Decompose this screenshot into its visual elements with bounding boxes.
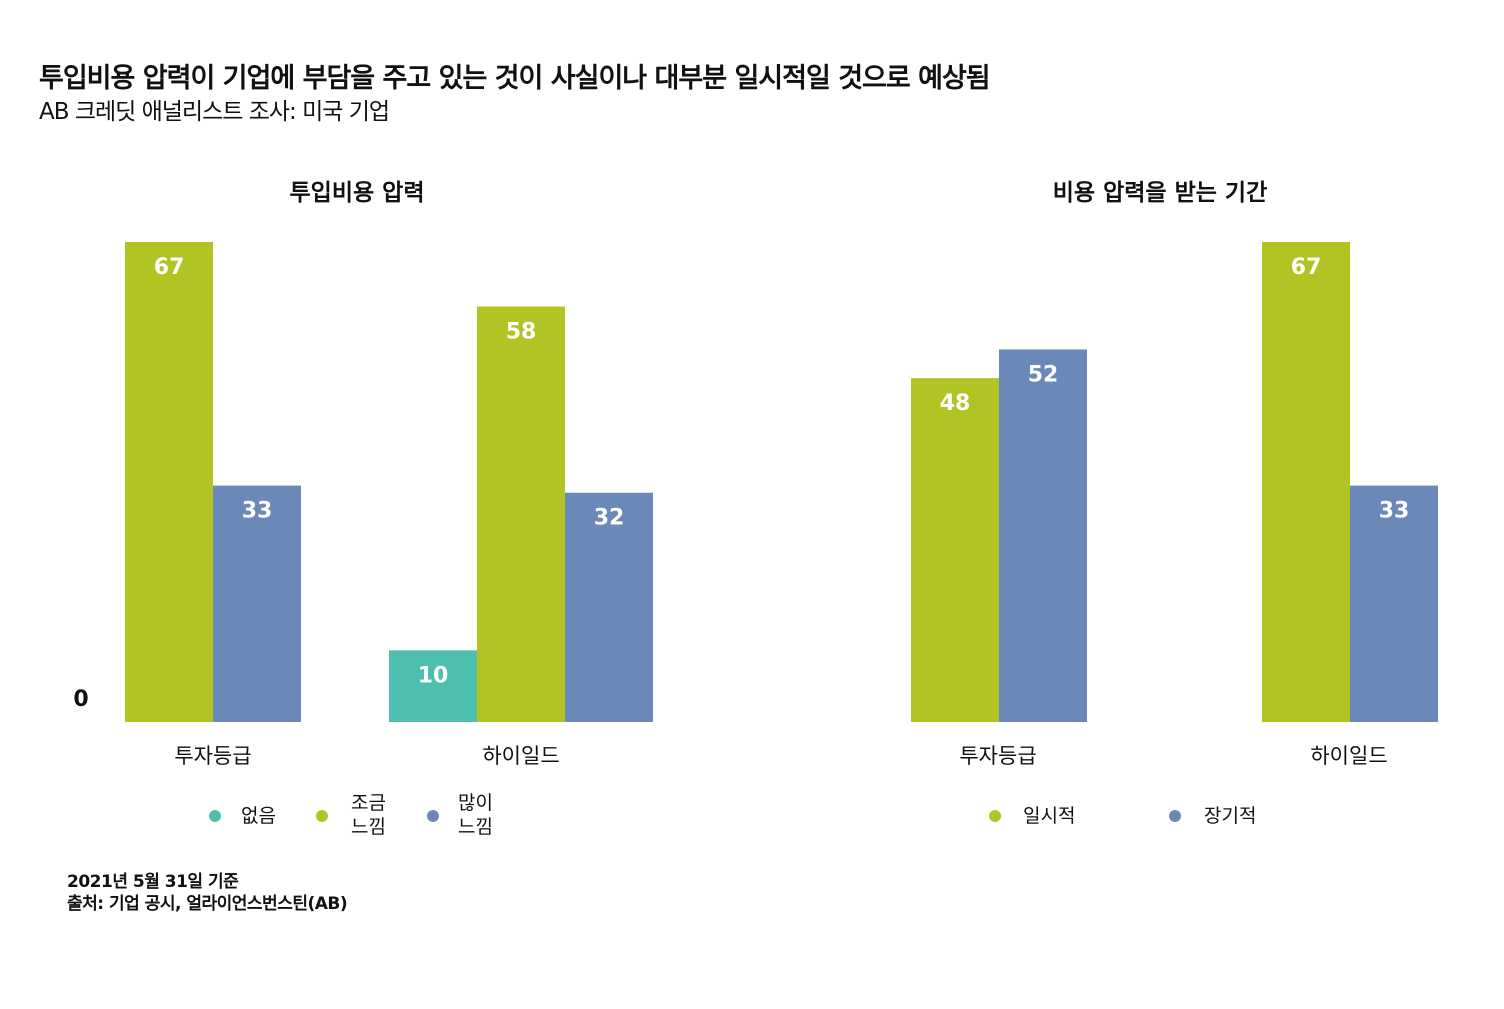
- data-label: 67: [1291, 255, 1322, 280]
- legend-label: 느낌: [351, 816, 386, 838]
- legend-label: 장기적: [1204, 805, 1256, 827]
- legend-dot: [427, 810, 439, 822]
- data-label: 67: [154, 255, 185, 280]
- bar: [1262, 242, 1350, 722]
- data-label: 52: [1028, 362, 1059, 387]
- legend-dot: [989, 810, 1001, 822]
- data-label: 33: [1379, 499, 1410, 524]
- data-label: 0: [73, 687, 88, 712]
- legend-label: 일시적: [1023, 805, 1075, 827]
- legend-dot: [1169, 810, 1181, 822]
- legend-label: 없음: [241, 805, 276, 827]
- bar: [999, 349, 1087, 722]
- footnote-date: 2021년 5월 31일 기준: [67, 872, 239, 892]
- legend-label: 느낌: [458, 816, 493, 838]
- page-subtitle: AB 크레딧 애널리스트 조사: 미국 기업: [39, 99, 390, 125]
- bar: [565, 492, 653, 722]
- legend-label: 많이: [458, 792, 493, 814]
- legend-dot: [209, 810, 221, 822]
- category-label: 투자등급: [959, 744, 1036, 768]
- bar: [125, 242, 213, 722]
- data-label: 48: [940, 391, 971, 416]
- category-label: 하이일드: [1310, 744, 1387, 768]
- legend-dot: [316, 810, 328, 822]
- bar: [911, 378, 999, 722]
- chart-title: 비용 압력을 받는 기간: [1053, 180, 1267, 206]
- data-label: 32: [594, 506, 625, 531]
- page-title: 투입비용 압력이 기업에 부담을 주고 있는 것이 사실이나 대부분 일시적일 …: [39, 63, 991, 94]
- data-label: 10: [418, 663, 449, 688]
- data-label: 33: [242, 499, 273, 524]
- chart-title: 투입비용 압력: [290, 180, 425, 206]
- bar: [389, 650, 477, 722]
- bar: [1350, 485, 1438, 722]
- footnote-source: 출처: 기업 공시, 얼라이언스번스틴(AB): [67, 894, 348, 914]
- category-label: 투자등급: [174, 744, 251, 768]
- data-label: 58: [506, 319, 537, 344]
- category-label: 하이일드: [482, 744, 559, 768]
- bar: [477, 306, 565, 722]
- bar: [213, 485, 301, 722]
- legend-label: 조금: [351, 792, 386, 814]
